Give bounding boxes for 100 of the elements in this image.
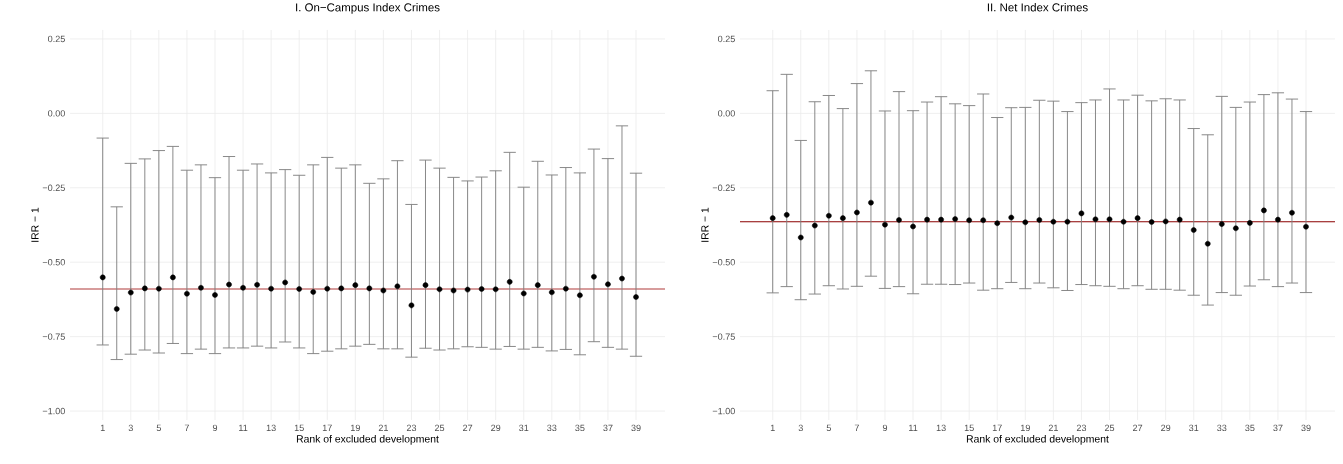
x-tick-label: 1 xyxy=(100,424,105,431)
x-tick-label: 35 xyxy=(575,424,585,432)
y-tick-label: −0.25 xyxy=(42,184,65,191)
point xyxy=(1261,207,1267,214)
point xyxy=(324,285,331,292)
point xyxy=(896,217,902,223)
point xyxy=(1218,221,1225,227)
x-tick-label: 39 xyxy=(631,424,641,432)
x-tick-label: 39 xyxy=(1301,424,1311,432)
point xyxy=(366,285,373,292)
point xyxy=(1176,216,1183,223)
y-tick-label: −0.75 xyxy=(42,333,65,340)
y-tick-label: 0.25 xyxy=(718,35,735,43)
point xyxy=(577,292,583,299)
x-tick-label: 15 xyxy=(294,424,304,432)
x-tick-label: 13 xyxy=(266,424,276,432)
point xyxy=(1036,217,1043,223)
point xyxy=(212,292,218,298)
point xyxy=(633,294,639,300)
y-tick-label: −1.00 xyxy=(42,407,65,415)
point xyxy=(1064,218,1071,225)
point xyxy=(591,273,597,280)
point xyxy=(854,209,860,216)
x-tick-label: 31 xyxy=(519,424,529,432)
x-tick-label: 23 xyxy=(406,424,417,432)
point xyxy=(812,222,818,229)
point xyxy=(450,287,457,294)
point xyxy=(408,302,415,309)
point xyxy=(924,216,930,223)
point xyxy=(310,289,317,295)
point xyxy=(563,285,569,292)
point xyxy=(1233,225,1239,232)
x-tick-label: 25 xyxy=(434,424,445,432)
point xyxy=(240,285,246,291)
y-axis-title: IRR − 1 xyxy=(701,207,709,242)
x-tick-label: 19 xyxy=(1020,424,1030,432)
point xyxy=(184,290,190,297)
x-tick-label: 37 xyxy=(603,424,613,432)
point xyxy=(1190,227,1197,233)
point xyxy=(1204,240,1211,247)
point xyxy=(994,220,1001,227)
point xyxy=(520,290,527,297)
point xyxy=(156,285,162,292)
y-tick-label: −0.50 xyxy=(712,258,735,266)
point xyxy=(268,285,274,292)
y-axis-title: IRR − 1 xyxy=(31,207,39,242)
x-tick-label: 11 xyxy=(239,424,248,431)
point xyxy=(254,282,260,288)
x-axis-title: Rank of excluded development xyxy=(296,434,439,445)
point xyxy=(605,281,611,288)
point xyxy=(226,281,232,288)
x-tick-label: 9 xyxy=(882,424,888,432)
x-tick-label: 3 xyxy=(128,424,133,432)
x-tick-label: 9 xyxy=(212,424,218,432)
x-tick-label: 17 xyxy=(322,424,332,431)
x-tick-label: 5 xyxy=(826,424,831,432)
x-tick-label: 27 xyxy=(463,424,473,432)
x-tick-label: 1 xyxy=(770,424,775,431)
point xyxy=(1162,218,1169,225)
point xyxy=(769,215,776,221)
point xyxy=(1275,216,1281,223)
x-tick-label: 3 xyxy=(798,424,803,432)
point xyxy=(1078,210,1085,217)
point xyxy=(1106,216,1113,223)
y-tick-label: −0.50 xyxy=(42,258,65,266)
point xyxy=(549,289,555,296)
x-tick-label: 33 xyxy=(547,424,557,432)
x-axis-title: Rank of excluded development xyxy=(966,434,1109,445)
x-tick-label: 21 xyxy=(1048,424,1058,432)
point xyxy=(980,217,987,224)
point xyxy=(826,212,832,219)
point xyxy=(966,217,972,224)
x-tick-label: 37 xyxy=(1273,424,1283,432)
x-tick-label: 25 xyxy=(1104,424,1115,432)
point xyxy=(1120,218,1127,225)
y-tick-label: −0.75 xyxy=(712,333,735,340)
point xyxy=(1008,214,1015,221)
chart-title: II. Net Index Crimes xyxy=(987,3,1088,12)
x-tick-label: 29 xyxy=(491,424,501,432)
y-tick-label: −1.00 xyxy=(712,407,735,415)
x-tick-label: 15 xyxy=(964,424,974,432)
x-tick-label: 7 xyxy=(184,424,189,431)
x-tick-label: 11 xyxy=(909,424,918,431)
y-tick-label: 0.25 xyxy=(48,35,65,43)
point xyxy=(534,282,541,288)
point xyxy=(478,286,485,292)
point xyxy=(394,283,401,290)
x-tick-label: 13 xyxy=(936,424,946,432)
x-tick-label: 29 xyxy=(1161,424,1171,432)
point xyxy=(127,289,134,296)
x-tick-label: 21 xyxy=(378,424,388,432)
point xyxy=(380,287,387,294)
x-tick-label: 35 xyxy=(1245,424,1255,432)
point xyxy=(619,275,625,282)
point xyxy=(952,216,958,222)
point xyxy=(1092,216,1099,223)
point xyxy=(1247,220,1253,226)
point xyxy=(783,212,790,218)
point xyxy=(142,285,148,292)
point xyxy=(840,215,846,221)
